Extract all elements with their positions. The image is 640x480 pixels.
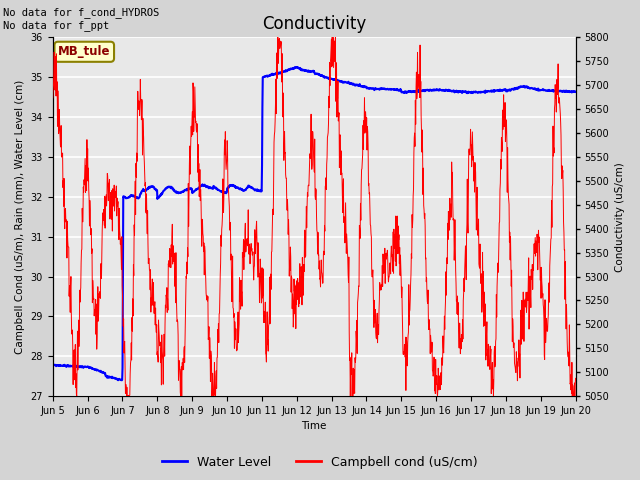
Legend: Water Level, Campbell cond (uS/cm): Water Level, Campbell cond (uS/cm) [157,451,483,474]
Y-axis label: Conductivity (uS/cm): Conductivity (uS/cm) [615,162,625,272]
Text: MB_tule: MB_tule [58,45,111,58]
X-axis label: Time: Time [301,421,327,432]
Y-axis label: Campbell Cond (uS/m), Rain (mm), Water Level (cm): Campbell Cond (uS/m), Rain (mm), Water L… [15,80,25,354]
Text: No data for f_cond_HYDROS
No data for f_ppt: No data for f_cond_HYDROS No data for f_… [3,7,159,31]
Title: Conductivity: Conductivity [262,15,366,33]
